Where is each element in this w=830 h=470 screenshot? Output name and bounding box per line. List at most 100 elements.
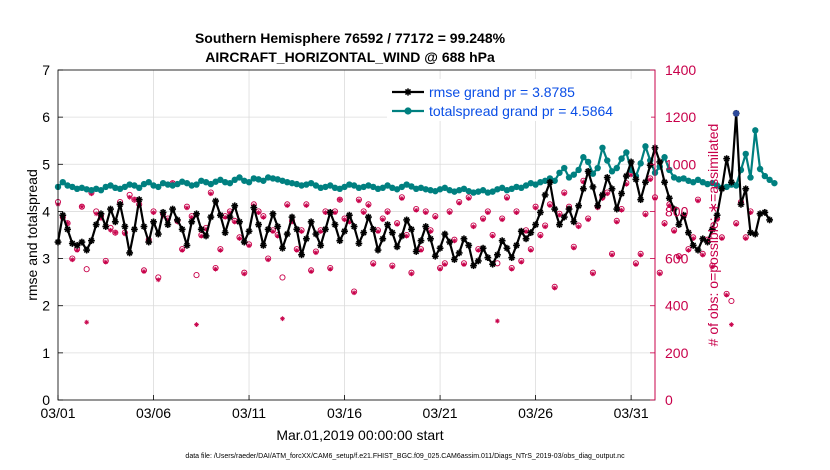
obs-assimilated-point	[256, 210, 261, 216]
rmse-point	[145, 238, 153, 246]
rmse-point	[661, 178, 668, 186]
totalspread-point	[107, 182, 114, 189]
obs-assimilated-point	[194, 322, 199, 327]
rmse-point	[231, 202, 239, 210]
obs-assimilated-point	[69, 257, 75, 263]
rmse-point	[131, 225, 138, 233]
obs-assimilated-point	[337, 197, 343, 203]
obs-assimilated-point	[499, 217, 505, 223]
totalspread-point	[164, 181, 172, 188]
obs-possible-point	[83, 266, 90, 273]
totalspread-point	[690, 179, 697, 186]
totalspread-point	[561, 164, 568, 172]
rmse-point	[398, 232, 406, 240]
totalspread-point	[580, 154, 587, 161]
totalspread-point	[742, 150, 749, 158]
obs-assimilated-point	[466, 196, 472, 201]
y-tick-label-left: 2	[42, 298, 50, 314]
obs-assimilated-point	[246, 243, 252, 249]
obs-assimilated-point	[456, 200, 462, 206]
rmse-point	[584, 167, 592, 175]
obs-assimilated-point	[351, 290, 357, 296]
rmse-point	[288, 213, 296, 221]
rmse-point	[140, 223, 148, 230]
rmse-point	[728, 178, 735, 186]
obs-assimilated-point	[442, 262, 448, 267]
obs-assimilated-point	[428, 229, 433, 234]
totalspread-point	[207, 180, 215, 188]
rmse-point	[379, 235, 387, 243]
legend: rmse grand pr = 3.8785 totalspread grand…	[387, 79, 651, 121]
obs-assimilated-point	[590, 271, 596, 277]
y-tick-label-left: 0	[42, 392, 50, 408]
totalspread-point	[236, 174, 243, 181]
y-tick-label-right: 600	[665, 251, 689, 267]
chart-title-line1: Southern Hemisphere 76592 / 77172 = 99.2…	[195, 30, 506, 46]
rmse-point	[350, 223, 358, 230]
rmse-point	[245, 227, 253, 235]
rmse-point	[608, 185, 616, 193]
totalspread-point	[761, 172, 769, 180]
rmse-point	[603, 174, 611, 181]
x-tick-label: 03/06	[136, 405, 171, 421]
rmse-point	[556, 221, 563, 229]
rmse-point	[102, 223, 110, 230]
totalspread-point	[231, 176, 238, 184]
obs-assimilated-point	[418, 247, 424, 253]
rmse-point	[465, 241, 473, 249]
obs-assimilated-point	[313, 250, 319, 256]
totalspread-point	[518, 184, 525, 192]
x-tick-label: 03/31	[614, 405, 649, 421]
rmse-point	[622, 172, 630, 180]
totalspread-point	[441, 184, 449, 192]
rmse-point	[431, 252, 439, 260]
totalspread-point	[264, 174, 272, 181]
rmse-point	[751, 230, 759, 238]
rmse-point	[532, 221, 539, 229]
rmse-point	[307, 218, 315, 226]
rmse-point	[694, 246, 702, 254]
totalspread-point	[341, 183, 348, 191]
rmse-point	[121, 223, 129, 230]
obs-assimilated-point	[184, 205, 190, 211]
obs-assimilated-point	[561, 191, 567, 197]
totalspread-point	[245, 179, 253, 186]
rmse-point	[92, 221, 100, 229]
rmse-point	[508, 254, 516, 262]
rmse-point	[718, 185, 726, 193]
rmse-point	[536, 208, 544, 216]
totalspread-point	[498, 184, 506, 192]
rmse-point	[193, 210, 200, 218]
totalspread-point	[226, 179, 234, 187]
obs-possible-point	[279, 274, 286, 281]
obs-assimilated-point	[552, 285, 558, 291]
rmse-point	[670, 205, 678, 213]
obs-assimilated-point	[370, 262, 376, 267]
rmse-point	[642, 178, 649, 186]
totalspread-point	[642, 143, 649, 150]
totalspread-point	[288, 179, 296, 187]
totalspread-point	[680, 175, 687, 182]
totalspread-point	[732, 182, 740, 189]
totalspread-point	[623, 149, 630, 156]
obs-assimilated-point	[638, 252, 644, 258]
totalspread-point	[112, 184, 119, 192]
totalspread-point	[327, 182, 334, 189]
rmse-point	[135, 196, 143, 204]
rmse-point	[761, 208, 769, 216]
obs-assimilated-point	[399, 196, 405, 201]
rmse-point	[560, 213, 568, 221]
rmse-point	[546, 178, 554, 186]
totalspread-point	[766, 176, 773, 184]
rmse-point	[455, 249, 463, 257]
rmse-point	[436, 244, 444, 252]
rmse-point	[269, 210, 277, 218]
obs-assimilated-point	[385, 210, 390, 216]
totalspread-point	[121, 183, 129, 191]
x-tick-label: 03/26	[518, 405, 553, 421]
obs-assimilated-point	[103, 259, 109, 265]
rmse-point	[551, 205, 559, 213]
totalspread-point	[221, 179, 229, 186]
chart-title-line2: AIRCRAFT_HORIZONTAL_WIND @ 688 hPa	[205, 49, 495, 65]
obs-assimilated-point	[127, 194, 133, 200]
